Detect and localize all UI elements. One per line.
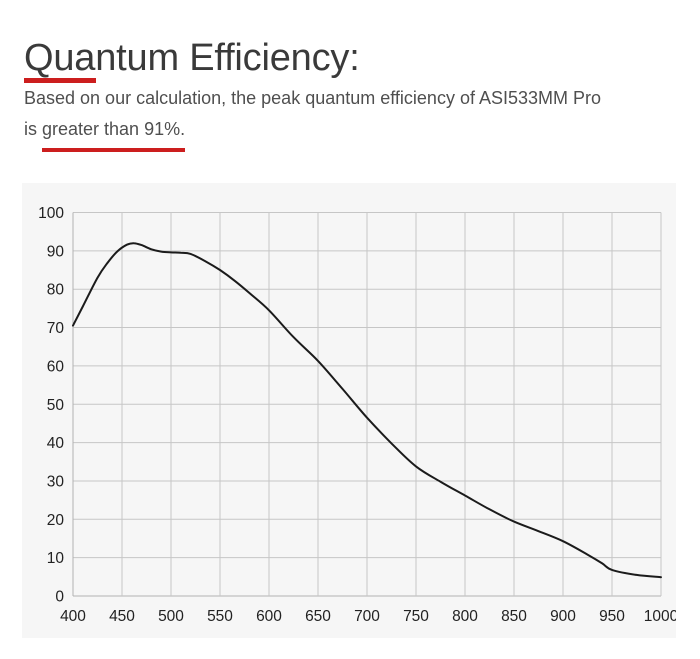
intro-paragraph: Based on our calculation, the peak quant… (24, 83, 664, 152)
y-tick-label: 30 (47, 473, 65, 490)
x-tick-label: 400 (60, 608, 86, 625)
x-tick-label: 700 (354, 608, 380, 625)
paragraph-line-1: Based on our calculation, the peak quant… (24, 88, 602, 108)
y-tick-label: 50 (47, 397, 65, 414)
y-tick-label: 70 (47, 320, 65, 337)
y-tick-label: 100 (38, 205, 64, 222)
y-tick-label: 80 (47, 282, 65, 299)
x-tick-label: 650 (305, 608, 331, 625)
x-tick-label: 950 (599, 608, 625, 625)
x-tick-label: 1000 (644, 608, 676, 625)
x-tick-label: 600 (256, 608, 282, 625)
x-tick-label: 500 (158, 608, 184, 625)
x-tick-label: 750 (403, 608, 429, 625)
y-tick-label: 0 (55, 589, 64, 606)
underlined-claim: greater than 91%. (42, 114, 186, 152)
x-tick-label: 800 (452, 608, 478, 625)
paragraph-line-2-prefix: is (24, 119, 42, 139)
quantum-efficiency-chart: 0 10 20 30 40 50 60 70 80 90 100 400 450 500 550 600 650… (22, 183, 676, 638)
y-tick-label: 90 (47, 243, 65, 260)
page-title: Quantum Efficiency: (24, 37, 360, 79)
x-tick-label: 900 (550, 608, 576, 625)
y-tick-label: 20 (47, 512, 65, 529)
x-tick-label: 450 (109, 608, 135, 625)
x-tick-label: 850 (501, 608, 527, 625)
y-tick-label: 40 (47, 435, 65, 452)
y-tick-label: 10 (47, 550, 65, 567)
qe-curve (72, 242, 662, 579)
y-tick-label: 60 (47, 358, 65, 375)
title-red-underline (24, 78, 96, 83)
qe-line-chart-svg: 0 10 20 30 40 50 60 70 80 90 100 400 450 500 550 600 650… (38, 205, 676, 625)
x-tick-label: 550 (207, 608, 233, 625)
